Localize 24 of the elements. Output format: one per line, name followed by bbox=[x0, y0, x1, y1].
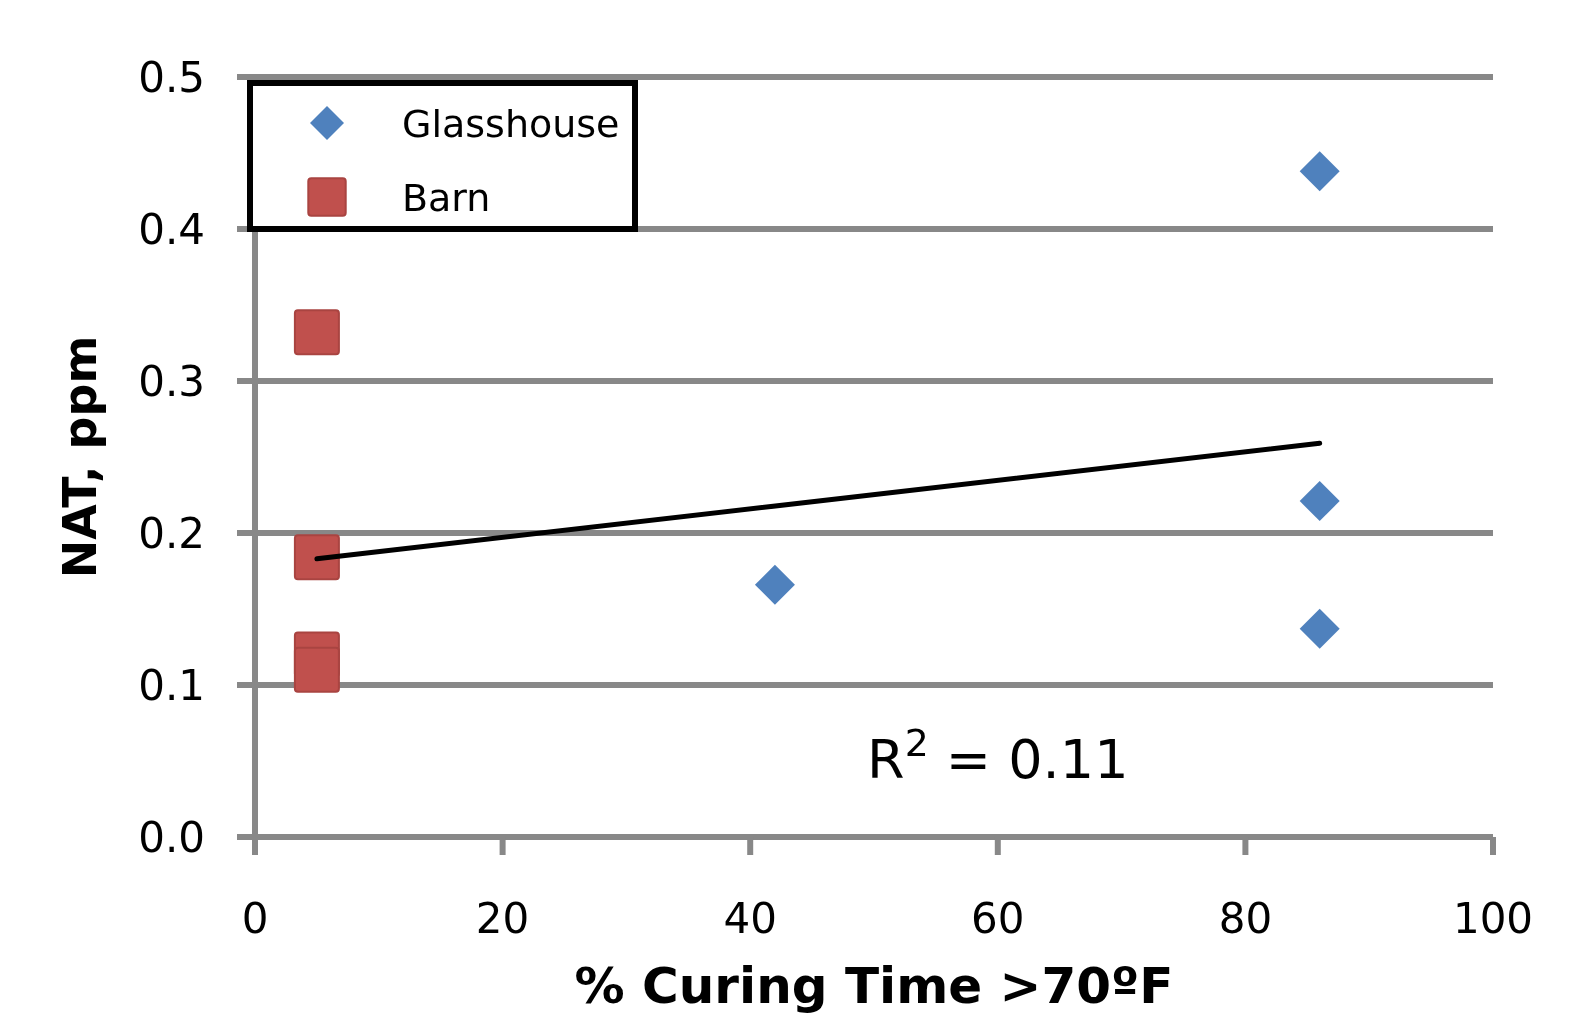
x-tick-label: 80 bbox=[1218, 894, 1273, 943]
x-axis-title: % Curing Time >70ºF bbox=[574, 957, 1174, 1015]
y-tick-label: 0.4 bbox=[138, 205, 205, 254]
y-tick-label: 0.1 bbox=[138, 661, 205, 710]
legend-label: Barn bbox=[402, 176, 491, 220]
y-tick-label: 0.3 bbox=[138, 357, 205, 406]
x-tick-label: 100 bbox=[1452, 894, 1534, 943]
y-tick-label: 0.5 bbox=[138, 53, 205, 102]
point bbox=[754, 564, 795, 605]
point bbox=[293, 309, 340, 356]
y-tick-label: 0.2 bbox=[138, 509, 205, 558]
y-axis-title: NAT, ppm bbox=[53, 335, 107, 579]
x-tick-label: 40 bbox=[723, 894, 777, 943]
annotation: R$^{2}$ = 0.11 bbox=[867, 721, 1129, 791]
legend-label: Glasshouse bbox=[402, 102, 620, 146]
point bbox=[293, 534, 340, 581]
point bbox=[1299, 608, 1340, 649]
y-tick-label: 0.0 bbox=[138, 813, 205, 862]
point bbox=[1299, 481, 1340, 522]
x-tick-label: 60 bbox=[971, 894, 1025, 943]
x-tick-label: 0 bbox=[241, 894, 269, 943]
point bbox=[293, 646, 340, 693]
point bbox=[1299, 151, 1340, 192]
x-tick-label: 20 bbox=[475, 894, 530, 943]
